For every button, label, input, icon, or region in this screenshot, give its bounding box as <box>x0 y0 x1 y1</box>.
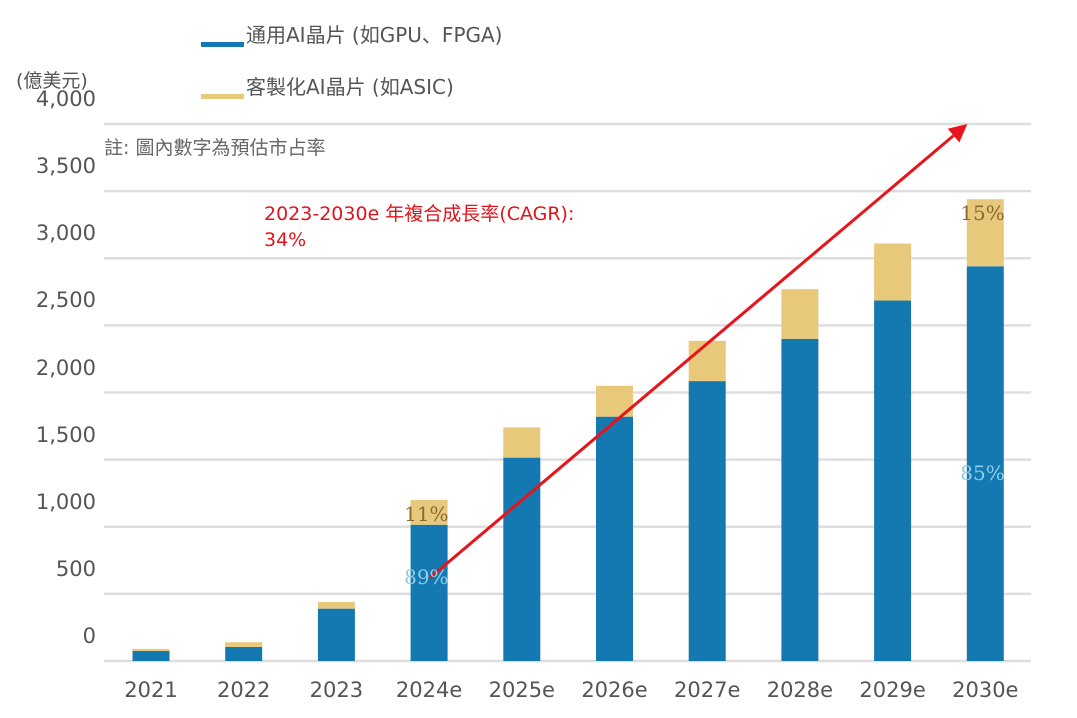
bar-custom-ai-2030e <box>966 199 1004 267</box>
bar-custom-ai-2029e <box>874 243 912 301</box>
cagr-annotation: 2023-2030e 年複合成長率(CAGR): 34% <box>264 201 574 253</box>
x-tick-label: 2021 <box>124 678 178 702</box>
bars <box>132 199 1004 661</box>
bar-general-ai-2030e <box>966 266 1004 661</box>
cagr-arrow <box>429 124 968 579</box>
legend-label-general-ai: 通用AI晶片 (如GPU、FPGA) <box>246 23 503 47</box>
cagr-arrow-head <box>947 124 968 143</box>
y-tick-label: 1,500 <box>35 422 96 447</box>
bar-general-ai-2021 <box>132 650 170 661</box>
x-tick-label: 2030e <box>952 678 1019 702</box>
bar-custom-ai-2028e <box>781 289 819 339</box>
data-label: 15% <box>960 201 1005 226</box>
gridlines <box>104 122 1031 663</box>
bar-general-ai-2023 <box>317 608 355 661</box>
data-label: 89% <box>404 564 449 589</box>
bar-general-ai-2026e <box>596 416 633 661</box>
bar-custom-ai-2023 <box>317 601 355 609</box>
bar-general-ai-2027e <box>688 381 726 661</box>
y-axis-unit-label: (億美元) <box>16 70 88 92</box>
chart-note: 註: 圖內數字為預估市占率 <box>104 137 326 159</box>
x-tick-label: 2023 <box>309 678 364 702</box>
bar-custom-ai-2022 <box>225 642 263 647</box>
y-tick-label: 2,500 <box>35 288 96 313</box>
bar-general-ai-2022 <box>225 646 263 661</box>
y-tick-label: 500 <box>55 556 96 581</box>
bar-custom-ai-2025e <box>503 427 541 458</box>
x-tick-label: 2025e <box>488 678 555 702</box>
legend-label-custom-ai: 客製化AI晶片 (如ASIC) <box>246 75 454 99</box>
x-tick-label: 2027e <box>674 678 741 702</box>
y-tick-label: 4,000 <box>35 87 96 111</box>
bar-general-ai-2024e <box>410 524 448 661</box>
y-tick-label: 2,000 <box>35 355 96 380</box>
data-label: 85% <box>960 461 1005 486</box>
legend-swatch-custom-ai <box>201 94 244 99</box>
x-tick-label: 2024e <box>395 678 463 702</box>
data-label: 11% <box>404 501 449 526</box>
x-tick-label: 2029e <box>859 678 926 702</box>
bar-custom-ai-2027e <box>688 340 726 382</box>
y-tick-label: 3,000 <box>35 221 96 246</box>
x-tick-label: 2022 <box>216 678 271 702</box>
x-tick-label: 2026e <box>581 678 648 702</box>
bar-general-ai-2028e <box>781 338 819 661</box>
cagr-annotation-line1: 2023-2030e 年複合成長率(CAGR): <box>264 203 575 225</box>
cagr-arrow-line <box>429 134 955 579</box>
y-tick-label: 0 <box>82 624 96 648</box>
bar-custom-ai-2024e <box>410 499 448 525</box>
legend-swatch-general-ai <box>201 42 244 47</box>
y-tick-label: 1,000 <box>35 489 96 514</box>
bar-general-ai-2029e <box>874 300 912 661</box>
x-tick-label: 2028e <box>766 678 834 702</box>
cagr-annotation-line2: 34% <box>264 229 307 251</box>
y-tick-label: 3,500 <box>35 154 96 179</box>
bar-custom-ai-2021 <box>132 648 170 651</box>
